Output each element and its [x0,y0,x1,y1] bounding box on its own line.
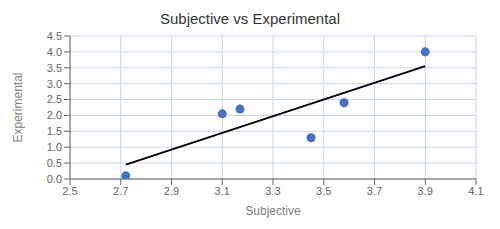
svg-text:4.1: 4.1 [468,185,483,197]
svg-text:3.5: 3.5 [47,62,62,74]
svg-text:3.9: 3.9 [418,185,433,197]
svg-text:3.3: 3.3 [265,185,280,197]
svg-text:1.0: 1.0 [47,141,62,153]
svg-text:3.5: 3.5 [316,185,331,197]
svg-text:2.5: 2.5 [62,185,77,197]
svg-text:3.1: 3.1 [215,185,230,197]
svg-text:4.5: 4.5 [47,30,62,42]
svg-text:2.5: 2.5 [47,93,62,105]
svg-text:4.0: 4.0 [47,46,62,58]
svg-text:Subjective: Subjective [245,204,301,218]
svg-text:2.0: 2.0 [47,109,62,121]
svg-text:2.9: 2.9 [164,185,179,197]
svg-text:2.7: 2.7 [113,185,128,197]
svg-text:0.0: 0.0 [47,173,62,185]
svg-text:1.5: 1.5 [47,125,62,137]
html-text:Subjective vs Experimental: Subjective vs Experimental [160,10,340,27]
svg-text:Experimental: Experimental [11,72,25,142]
svg-text:0.5: 0.5 [47,157,62,169]
svg-text:3.7: 3.7 [367,185,382,197]
svg-text:3.0: 3.0 [47,78,62,90]
